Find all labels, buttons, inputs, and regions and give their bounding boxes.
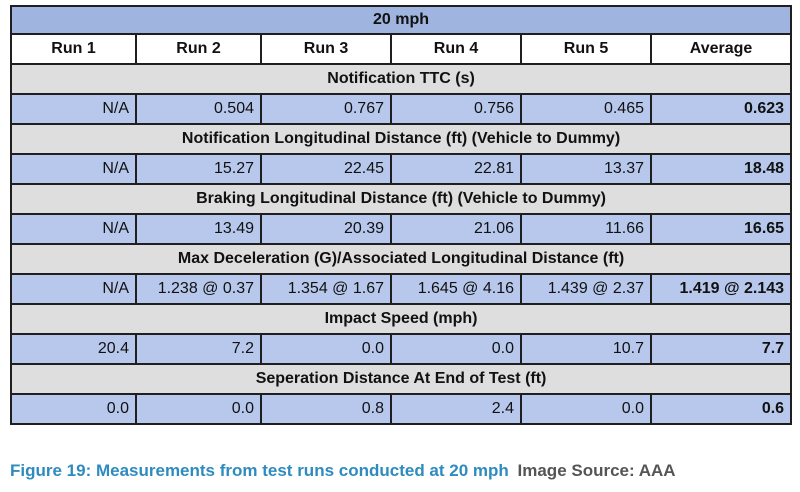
column-header-average: Average xyxy=(649,33,793,65)
run-value-cell: 0.756 xyxy=(390,93,522,125)
section-title: Notification Longitudinal Distance (ft) … xyxy=(9,123,793,155)
section-title: Seperation Distance At End of Test (ft) xyxy=(9,363,793,395)
average-cell: 0.6 xyxy=(649,393,793,425)
run-value-cell: 0.0 xyxy=(135,393,262,425)
run-value-cell: 15.27 xyxy=(135,153,262,185)
figure-caption-text: Figure 19: Measurements from test runs c… xyxy=(10,461,509,480)
column-header: Run 4 xyxy=(390,33,522,65)
table-row: 20.4 7.2 0.0 0.0 10.7 7.7 xyxy=(10,333,793,365)
run-value-cell: 1.238 @ 0.37 xyxy=(135,273,262,305)
average-cell: 18.48 xyxy=(649,153,793,185)
section-header-row: Max Deceleration (G)/Associated Longitud… xyxy=(9,243,793,275)
run-value-cell: 1.354 @ 1.67 xyxy=(260,273,392,305)
section-title: Notification TTC (s) xyxy=(9,63,793,95)
run-value-cell: N/A xyxy=(10,93,137,125)
section-header-row: Notification Longitudinal Distance (ft) … xyxy=(9,123,793,155)
header-row: Run 1 Run 2 Run 3 Run 4 Run 5 Average xyxy=(10,33,793,65)
run-value-cell: 0.767 xyxy=(260,93,392,125)
section-header-row: Notification TTC (s) xyxy=(9,63,793,95)
run-value-cell: 0.8 xyxy=(260,393,392,425)
table-row: N/A 0.504 0.767 0.756 0.465 0.623 xyxy=(10,93,793,125)
table-title: 20 mph xyxy=(9,5,793,35)
run-value-cell: N/A xyxy=(10,273,137,305)
section-header-row: Seperation Distance At End of Test (ft) xyxy=(9,363,793,395)
run-value-cell: 0.0 xyxy=(390,333,522,365)
run-value-cell: 13.49 xyxy=(135,213,262,245)
run-value-cell: 0.0 xyxy=(260,333,392,365)
column-header: Run 3 xyxy=(260,33,392,65)
table-row: N/A 15.27 22.45 22.81 13.37 18.48 xyxy=(10,153,793,185)
results-table: 20 mph Run 1 Run 2 Run 3 Run 4 Run 5 Ave… xyxy=(9,5,793,425)
table-row: N/A 1.238 @ 0.37 1.354 @ 1.67 1.645 @ 4.16 1… xyxy=(10,273,793,305)
run-value-cell: N/A xyxy=(10,213,137,245)
run-value-cell: 20.39 xyxy=(260,213,392,245)
run-value-cell: 21.06 xyxy=(390,213,522,245)
section-title: Braking Longitudinal Distance (ft) (Vehi… xyxy=(9,183,793,215)
table-title-row: 20 mph xyxy=(9,5,793,35)
run-value-cell: 20.4 xyxy=(10,333,137,365)
run-value-cell: N/A xyxy=(10,153,137,185)
run-value-cell: 0.0 xyxy=(10,393,137,425)
average-cell: 16.65 xyxy=(649,213,793,245)
run-value-cell: 13.37 xyxy=(520,153,652,185)
run-value-cell: 1.645 @ 4.16 xyxy=(390,273,522,305)
run-value-cell: 2.4 xyxy=(390,393,522,425)
run-value-cell: 22.45 xyxy=(260,153,392,185)
figure-caption: Figure 19: Measurements from test runs c… xyxy=(10,461,676,481)
table-row: 0.0 0.0 0.8 2.4 0.0 0.6 xyxy=(10,393,793,425)
run-value-cell: 0.0 xyxy=(520,393,652,425)
image-source-text: Image Source: AAA xyxy=(517,461,676,480)
average-cell: 7.7 xyxy=(649,333,793,365)
column-header: Run 1 xyxy=(10,33,137,65)
run-value-cell: 22.81 xyxy=(390,153,522,185)
section-title: Max Deceleration (G)/Associated Longitud… xyxy=(9,243,793,275)
table-row: N/A 13.49 20.39 21.06 11.66 16.65 xyxy=(10,213,793,245)
column-header: Run 2 xyxy=(135,33,262,65)
section-header-row: Braking Longitudinal Distance (ft) (Vehi… xyxy=(9,183,793,215)
run-value-cell: 1.439 @ 2.37 xyxy=(520,273,652,305)
run-value-cell: 0.504 xyxy=(135,93,262,125)
section-header-row: Impact Speed (mph) xyxy=(9,303,793,335)
results-table-container: 20 mph Run 1 Run 2 Run 3 Run 4 Run 5 Ave… xyxy=(9,5,793,425)
run-value-cell: 11.66 xyxy=(520,213,652,245)
run-value-cell: 10.7 xyxy=(520,333,652,365)
section-title: Impact Speed (mph) xyxy=(9,303,793,335)
run-value-cell: 7.2 xyxy=(135,333,262,365)
column-header: Run 5 xyxy=(520,33,652,65)
run-value-cell: 0.465 xyxy=(520,93,652,125)
average-cell: 0.623 xyxy=(649,93,793,125)
average-cell: 1.419 @ 2.143 xyxy=(649,273,793,305)
